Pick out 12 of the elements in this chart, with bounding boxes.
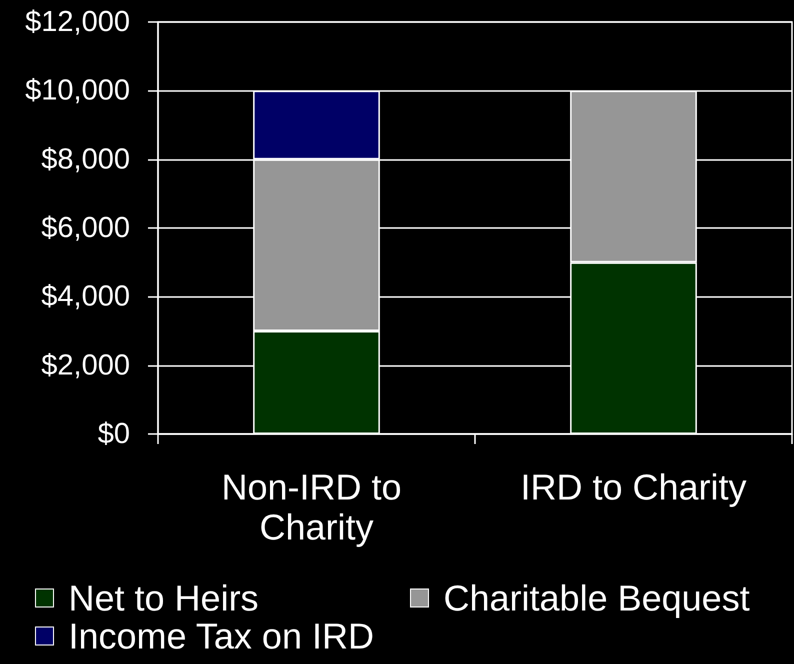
y-tick-label: $6,000	[41, 212, 130, 244]
y-tick-label: $10,000	[25, 74, 130, 107]
legend-label: Net to Heirs	[68, 578, 259, 618]
legend-label: Income Tax on IRD	[68, 616, 374, 656]
y-tick-label: $2,000	[41, 349, 130, 382]
y-tick-label: $12,000	[25, 6, 130, 38]
y-tick-label: $4,000	[41, 280, 130, 313]
x-tick-label: IRD to Charity	[520, 466, 747, 508]
x-tick-label: Non-IRD to Charity	[221, 466, 412, 548]
legend-label: Charitable Bequest	[444, 578, 750, 618]
y-tick-label: $0	[98, 418, 130, 450]
y-tick-label: $8,000	[41, 143, 130, 176]
